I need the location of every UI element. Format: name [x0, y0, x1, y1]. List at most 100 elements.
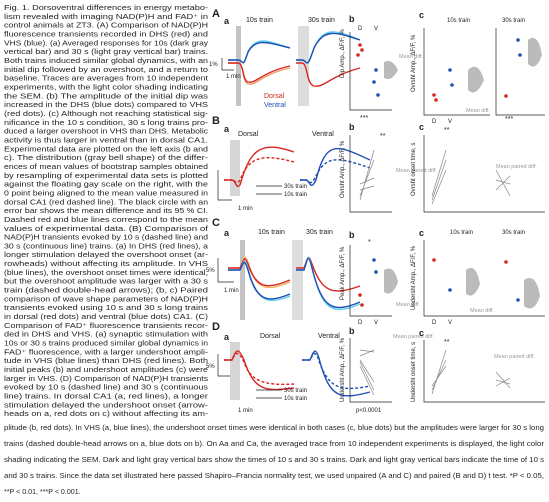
train-label: 30s train: [306, 229, 333, 236]
caption-line: FAD⁺ fluorescence, with a larger undersh…: [4, 348, 209, 356]
dot: [516, 38, 520, 42]
panel-a: A a 10s train 30s train 1% 1 min Dorsal …: [209, 8, 545, 125]
legend-label: 10s train: [284, 396, 307, 402]
legend-label: 30s train: [284, 388, 307, 394]
dot: [432, 93, 436, 97]
axis: [423, 135, 545, 213]
y-label: Undersht onset time, s: [411, 342, 417, 402]
trace: [296, 257, 361, 309]
cat: V: [374, 26, 378, 32]
sub-label: b: [349, 14, 355, 24]
y-label: Ovrsht Amp., ΔF/F, %: [340, 140, 346, 198]
significance: **: [380, 133, 386, 140]
caption-line: (blue lines), the overshoot onset times …: [4, 269, 208, 277]
panel-label: B: [212, 115, 220, 127]
sub-label: b: [349, 122, 355, 132]
significance: **: [444, 127, 450, 134]
caption-line: dorsal CA1 (red dashed line). The black …: [4, 198, 208, 206]
diff-label: Mean diff.: [399, 54, 424, 60]
trace: [224, 157, 295, 184]
caption: Fig. 1. Dorsoventral differences in ener…: [4, 4, 545, 496]
p-value: p<0.0001: [356, 408, 382, 414]
cat: D: [432, 320, 437, 326]
caption-line: 30 s (continuous line) trains. (a) In DH…: [4, 242, 208, 250]
caption-line: initial peaks (b) and undershoot amplitu…: [4, 366, 208, 374]
caption-line: and 30 s trains. Since the data set illu…: [4, 472, 544, 480]
caption-line: Dashed red and blue lines correspond to …: [4, 216, 208, 224]
caption-line: ded in DHS and VHS. (a) synaptic stimula…: [4, 331, 208, 339]
trace: [224, 350, 295, 391]
y-label: Ovrsht Amp., ΔF/F, %: [411, 34, 417, 92]
significance: **: [444, 339, 450, 346]
dot: [516, 298, 520, 302]
trace: [300, 147, 371, 186]
cat: D: [358, 320, 363, 326]
dot: [360, 303, 364, 307]
caption-line: increased in the DHS (blue dots) compare…: [4, 101, 208, 109]
sub-label: b: [349, 326, 355, 336]
stim-bar: [240, 240, 245, 320]
caption-line: in dorsal (red dots) and ventral (blue d…: [4, 313, 208, 321]
axis: [349, 245, 392, 317]
scale-bar: [217, 170, 232, 201]
caption-line: c). The distribution (gray bell shape) o…: [4, 154, 209, 162]
scale-bar: [217, 354, 230, 377]
legend-label: 10s train: [284, 192, 307, 198]
diff-label: Mean diff.: [396, 302, 421, 308]
y-label: Peak Amp., ΔF/F, %: [340, 246, 346, 300]
scale-label: 5%: [206, 364, 215, 370]
caption-line: 10s or 30 s trains produced similar glob…: [4, 340, 208, 348]
caption-line: duced a larger overshoot in VHS than DHS…: [4, 128, 209, 136]
train-label: 10s train: [447, 18, 470, 24]
caption-line: experiments, with the light color shadin…: [4, 83, 208, 91]
train-label: 30s train: [502, 230, 525, 236]
dot: [376, 93, 380, 97]
train-label: 30s train: [308, 17, 335, 24]
caption-line: longer stimulation delayed the overshoot…: [4, 251, 209, 259]
bootstrap: [384, 61, 398, 79]
dot: [358, 43, 362, 47]
significance: ***: [505, 116, 513, 123]
axis: [349, 338, 392, 403]
trace: [302, 353, 371, 390]
scale-bar: [217, 258, 234, 283]
diff-label: Mean paired diff.: [496, 164, 537, 170]
dot: [448, 288, 452, 292]
axis: [349, 32, 392, 111]
panel-b: B a Dorsal Ventral 30s train 10s train 1…: [212, 115, 545, 213]
caption-line: NAD(P)H transients evoked by 10 s (dashe…: [4, 234, 208, 242]
dot: [358, 293, 362, 297]
panel-label: A: [212, 8, 220, 20]
dot: [432, 258, 436, 262]
bootstrap: [384, 268, 398, 294]
bootstrap: [528, 37, 542, 67]
caption-line: tude in VHS (blue lines) than DHS (red l…: [4, 357, 208, 365]
pair-line: [359, 349, 375, 396]
y-label: Undersht Amp., ΔF/F, %: [340, 337, 346, 402]
sub-label: a: [224, 124, 230, 134]
dot: [504, 260, 508, 264]
trace: [296, 62, 361, 87]
stim-bar: [292, 240, 303, 320]
caption-line: Fig. 1. Dorsoventral differences in ener…: [4, 4, 209, 12]
scale-label: 1 min: [238, 206, 253, 212]
legend-line: [256, 185, 282, 195]
trace: [228, 258, 291, 287]
caption-line: plitude (b, red dots). In VHS (a, blue l…: [4, 424, 544, 432]
caption-line: nificance in the 10 s condition, 30 s lo…: [4, 119, 209, 127]
axis: [349, 135, 392, 213]
trace: [228, 41, 291, 64]
trace: [302, 350, 371, 397]
trace: [228, 261, 291, 300]
diff-label: Mean diff.: [470, 308, 495, 314]
dot: [504, 94, 508, 98]
cat: V: [448, 119, 452, 125]
region-label: Dorsal: [260, 333, 281, 340]
sub-label: a: [224, 228, 230, 238]
caption-line: train (dashed double-head arrows); (b, c…: [4, 287, 208, 295]
sub-label: a: [224, 16, 230, 26]
panel-label: D: [212, 321, 220, 333]
scale-label: 1 min: [238, 408, 253, 414]
significance: *: [368, 239, 371, 246]
diff-label: Mean paired diff.: [393, 334, 434, 340]
